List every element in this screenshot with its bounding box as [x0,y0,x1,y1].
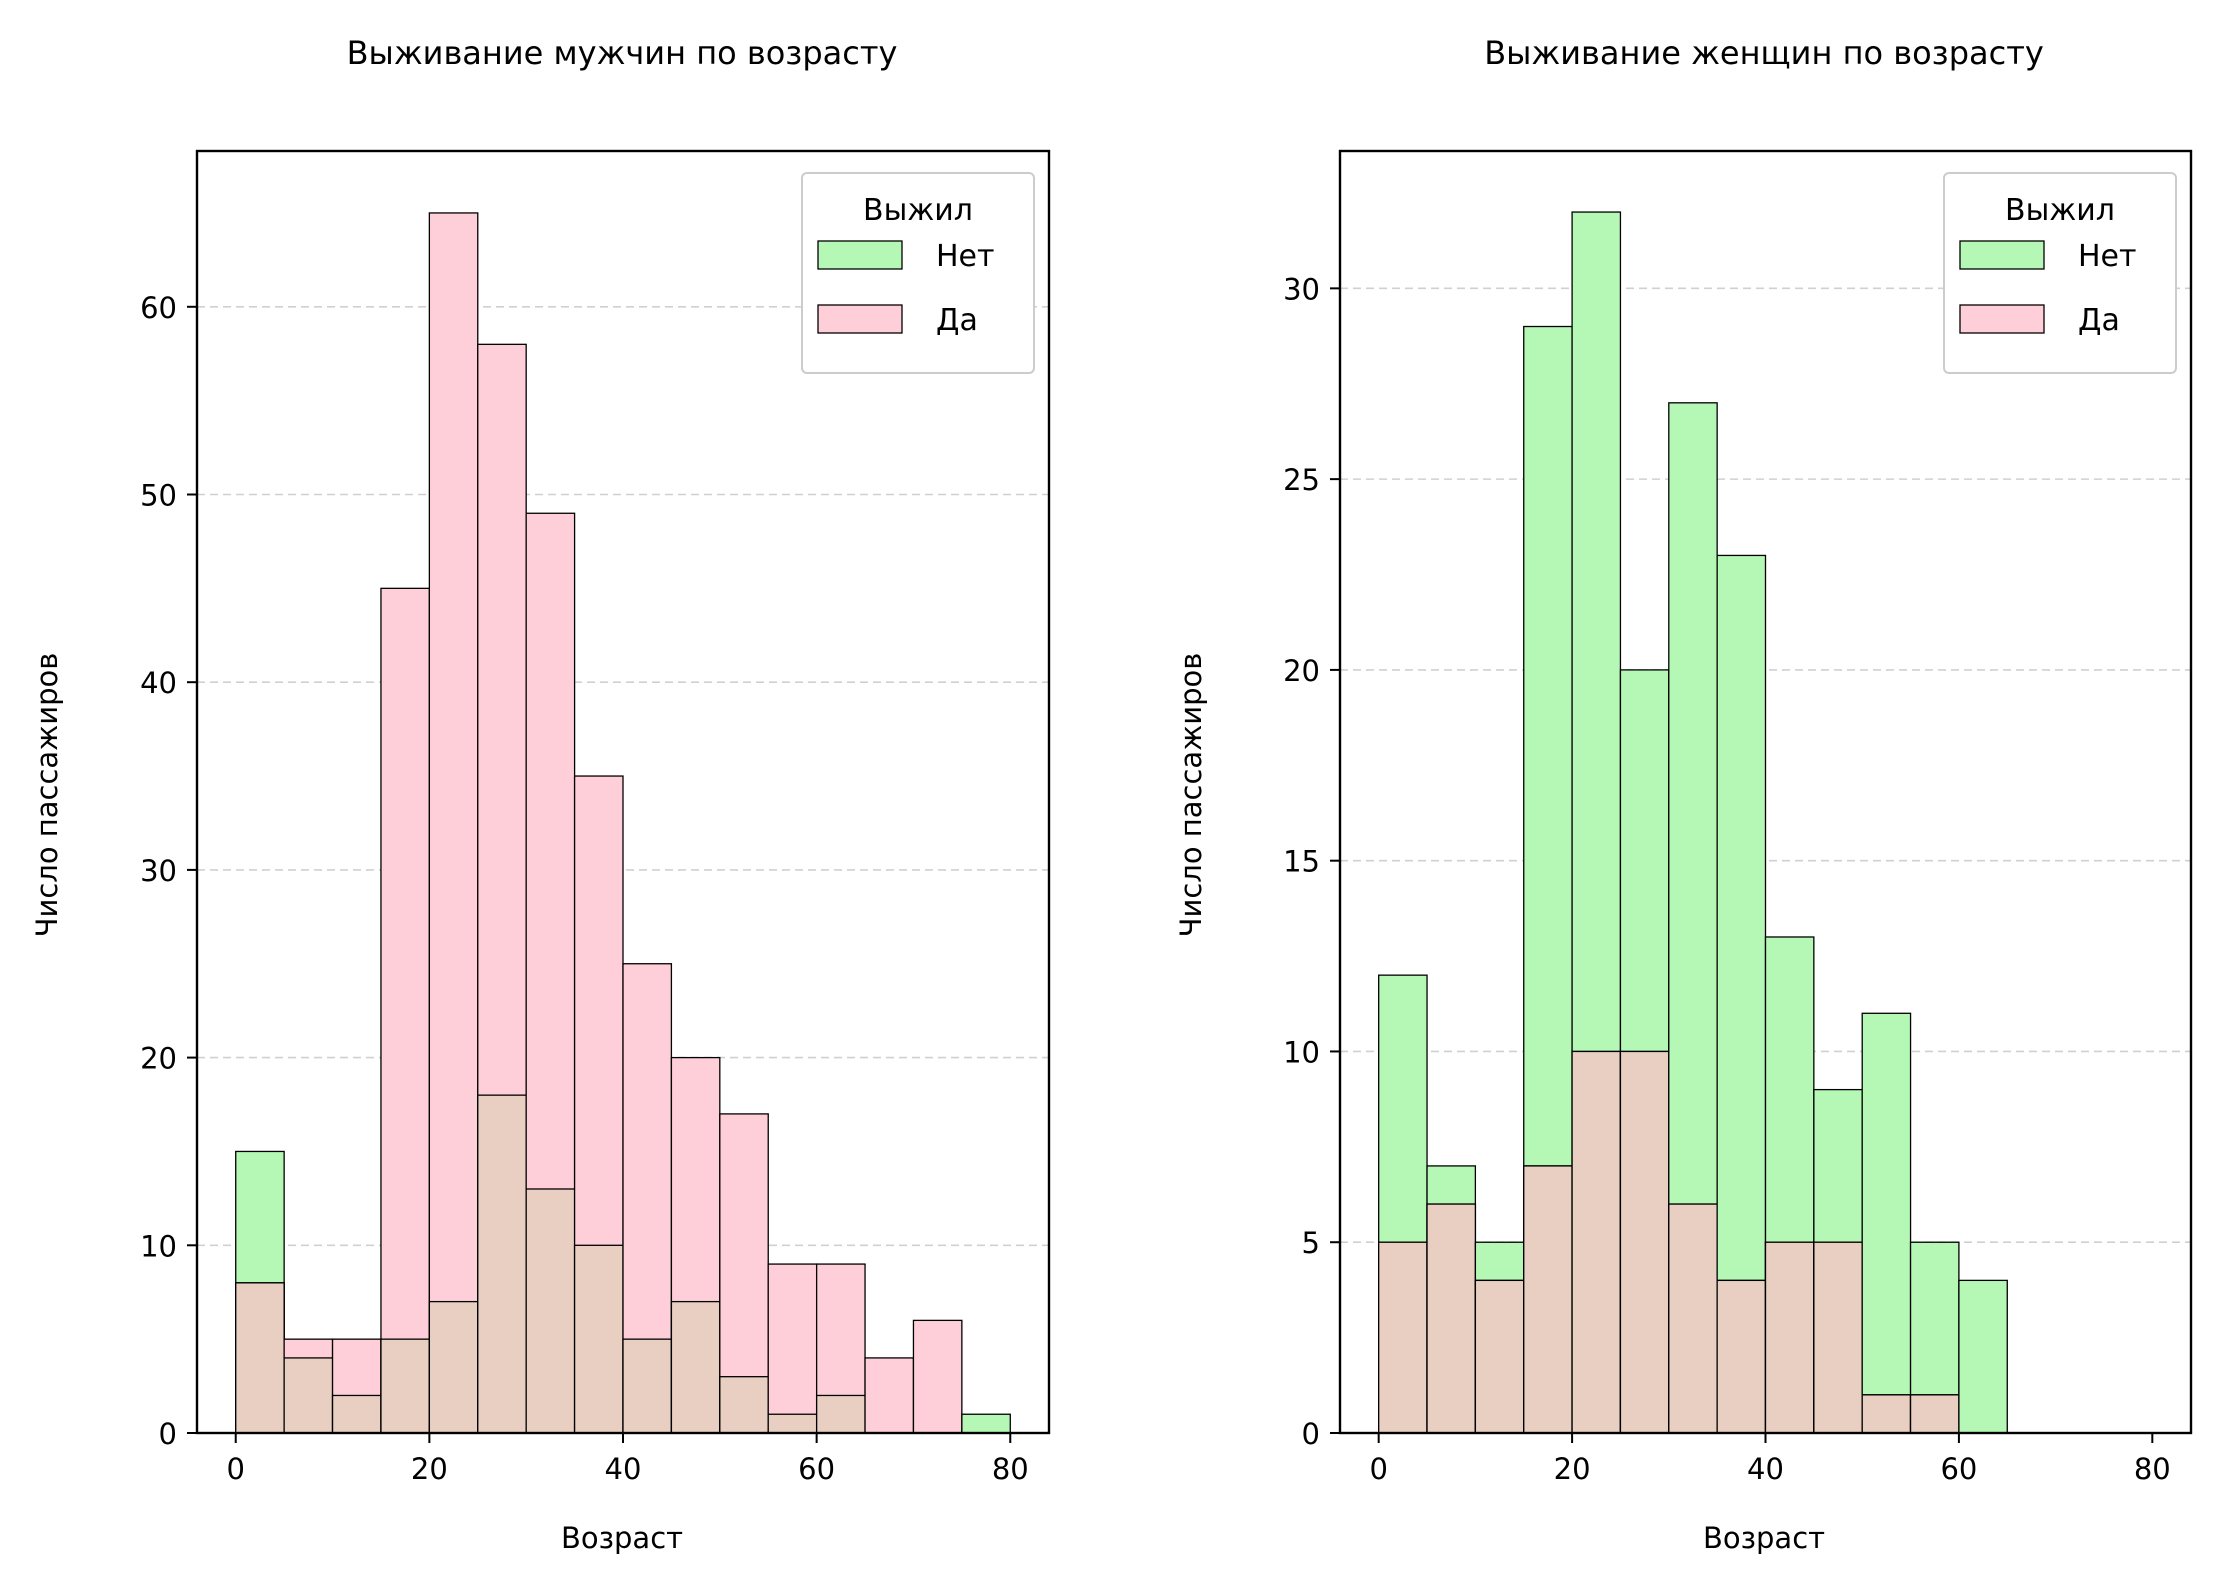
legend-label: Нет [936,239,995,274]
legend-swatch [817,304,903,334]
bar-overlap [1571,1050,1622,1434]
bar-da [428,212,479,1434]
bar-da [380,587,431,1434]
y-tick-label: 20 [1283,654,1320,688]
legend-title: Выжил [863,193,973,228]
y-tick-label: 60 [140,291,177,325]
legend-swatch [1959,304,2045,334]
y-axis-label: Число пассажиров [30,653,64,938]
bar-overlap [1523,1165,1573,1434]
y-tick-label: 10 [1283,1035,1320,1069]
bar-overlap [1813,1241,1863,1434]
bar-overlap [380,1338,431,1434]
y-tick-label: 30 [140,854,177,888]
chart-title: Выживание мужчин по возрасту [347,34,898,72]
x-tick-label: 0 [1369,1452,1387,1486]
bar-overlap [1619,1050,1670,1434]
bar-overlap [1378,1241,1428,1434]
legend: Выжил Нет Да [801,172,1035,374]
bar-da [864,1357,915,1434]
x-tick-label: 80 [992,1452,1029,1486]
bar-overlap [767,1413,818,1434]
bar-net [961,1413,1011,1434]
bar-da [767,1263,818,1434]
legend-label: Да [936,303,978,338]
bar-overlap [1716,1279,1767,1434]
x-tick-label: 60 [1940,1452,1977,1486]
bar-overlap [477,1094,527,1434]
x-tick-label: 20 [411,1452,448,1486]
bar-net [1861,1012,1912,1434]
legend-label: Нет [2078,239,2137,274]
y-tick-label: 10 [140,1229,177,1263]
legend-label: Да [2078,303,2120,338]
bar-overlap [1909,1394,1960,1434]
bar-overlap [235,1282,285,1434]
bar-overlap [283,1357,334,1434]
chart-title: Выживание женщин по возрасту [1484,34,2044,72]
y-tick-label: 40 [140,666,177,700]
bar-overlap [1474,1279,1525,1434]
legend: Выжил Нет Да [1943,172,2177,374]
x-tick-label: 80 [2134,1452,2171,1486]
x-tick-label: 0 [227,1452,245,1486]
x-tick-label: 60 [798,1452,835,1486]
x-tick-label: 40 [605,1452,642,1486]
bar-overlap [1426,1203,1477,1434]
x-axis-label: Возраст [561,1521,683,1555]
bar-net [1958,1279,2008,1434]
y-tick-label: 0 [159,1417,177,1451]
legend-swatch [1959,240,2045,270]
y-tick-label: 20 [140,1042,177,1076]
y-tick-label: 30 [1283,272,1320,306]
male-survival-panel: Выживание мужчин по возрасту Возраст Чис… [30,34,1051,1555]
bar-overlap [428,1300,479,1434]
y-tick-label: 50 [140,478,177,512]
x-tick-label: 20 [1554,1452,1591,1486]
female-survival-panel: Выживание женщин по возрасту Возраст Чис… [1174,34,2193,1555]
bar-overlap [622,1338,673,1434]
legend-title: Выжил [2005,193,2115,228]
bar-da [912,1319,963,1434]
bar-overlap [1764,1241,1815,1434]
legend-swatch [817,240,903,270]
y-tick-label: 5 [1302,1226,1320,1260]
y-tick-label: 25 [1283,463,1320,497]
y-tick-label: 0 [1302,1417,1320,1451]
bar-overlap [573,1244,624,1434]
bar-overlap [815,1394,866,1434]
bar-overlap [719,1376,769,1434]
bar-overlap [1861,1394,1912,1434]
bar-overlap [1668,1203,1718,1434]
bar-overlap [331,1394,382,1434]
bar-overlap [670,1300,721,1434]
x-tick-label: 40 [1747,1452,1784,1486]
bar-overlap [525,1188,576,1434]
y-axis-label: Число пассажиров [1174,653,1208,938]
x-axis-label: Возраст [1703,1521,1825,1555]
y-tick-label: 15 [1283,845,1320,879]
